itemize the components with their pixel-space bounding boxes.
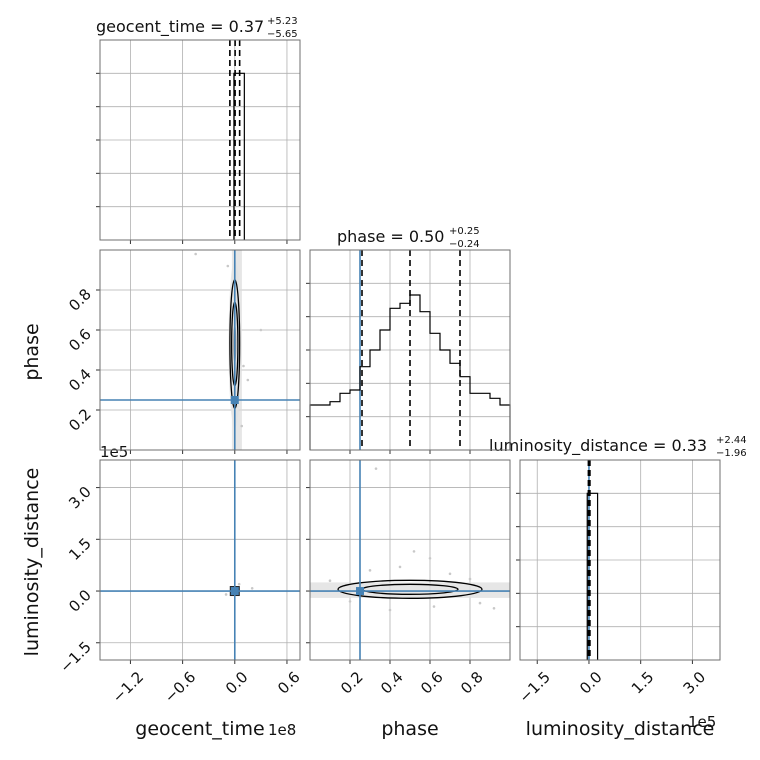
joint-gt-ld-truth-marker [230,587,239,596]
joint-gt-phase-scatter-0 [194,252,197,256]
title-luminosity-distance-minus: −1.96 [716,448,747,459]
title-phase-plus: +0.25 [449,226,480,237]
hist-ld-xticklabel-2: 1.5 [628,668,658,698]
ylabel-phase: phase [21,323,43,380]
joint-gt-ld-scatter-2 [237,582,241,586]
joint-phase-ld-scatter-2 [428,556,432,560]
title-phase-minus: −0.24 [449,239,480,250]
joint-phase-ld-frame [309,459,511,661]
joint-gt-phase-yticklabel-0: 0.2 [65,405,95,435]
joint-gt-phase-frame [99,249,301,451]
title-geocent-time: geocent_time = 0.37 [96,17,264,37]
offset-geocent-time-x: 1e8 [268,721,296,739]
joint-phase-ld-scatter-3 [368,569,372,572]
joint-phase-ld-truth-marker [356,587,364,596]
joint-gt-ld-scatter-1 [224,593,228,596]
joint-phase-ld-xticklabel-2: 0.6 [417,668,447,698]
joint-gt-phase-scatter-2 [246,378,250,382]
xlabel-geocent-time: geocent_time [135,718,264,740]
xlabel-luminosity-distance: luminosity_distance [526,718,715,740]
joint-phase-ld-xticklabel-3: 0.8 [457,668,487,698]
joint-phase-ld-xticklabel-0: 0.2 [337,668,367,698]
title-geocent-time-plus: +5.23 [267,16,298,27]
title-phase: phase = 0.50 [337,227,444,246]
joint-gt-phase-yticklabel-1: 0.4 [65,365,95,395]
joint-gt-ld-xticklabel-2: 0.0 [222,668,252,698]
joint-gt-phase-yticklabel-2: 0.6 [65,325,95,355]
joint-gt-ld-yticklabel-3: 3.0 [65,483,95,513]
joint-phase-ld-scatter-11 [328,579,332,582]
joint-phase-ld-scatter-7 [348,600,352,603]
joint-gt-phase-yticklabel-3: 0.8 [65,285,95,315]
joint-gt-ld-xticklabel-0: −1.2 [109,668,147,706]
joint-phase-ld-xticklabel-1: 0.4 [377,668,407,698]
hist-phase-histogram [309,294,511,450]
joint-phase-ld-scatter-9 [478,601,482,605]
joint-phase-ld-scatter-4 [398,565,402,569]
joint-gt-phase-scatter-4 [226,264,230,268]
ylabel-luminosity-distance: luminosity_distance [21,468,43,657]
joint-gt-ld-yticklabel-0: −1.5 [56,638,94,676]
title-luminosity-distance: luminosity_distance = 0.33 [489,436,707,456]
joint-phase-ld-scatter-12 [388,608,392,612]
joint-gt-phase-scatter-3 [259,328,263,332]
hist-ld-xticklabel-0: −1.5 [515,668,553,706]
joint-phase-ld-scatter-0 [374,467,378,470]
joint-phase-ld-scatter-6 [468,577,472,581]
joint-gt-phase-scatter-5 [240,424,244,428]
joint-phase-ld-scatter-5 [448,572,452,576]
joint-gt-phase-scatter-1 [242,364,245,368]
hist-ld-xticklabel-3: 3.0 [680,668,710,698]
offset-luminosity-distance-y: 1e5 [100,443,128,461]
xlabel-phase: phase [381,718,438,740]
hist-geocent-time-frame [99,39,301,241]
hist-ld-histogram [586,492,599,660]
joint-phase-ld-contour-outer [337,579,483,599]
joint-gt-ld-scatter-0 [250,586,254,590]
title-luminosity-distance-plus: +2.44 [716,435,747,446]
joint-phase-ld-scatter-1 [412,550,416,553]
offset-luminosity-distance-x: 1e5 [688,713,716,731]
joint-gt-ld-frame [99,459,301,661]
title-geocent-time-minus: −5.65 [267,29,298,40]
joint-phase-ld-scatter-10 [492,606,496,610]
joint-gt-ld-xticklabel-3: 0.6 [274,668,304,698]
hist-ld-xticklabel-1: 0.0 [576,668,606,698]
joint-gt-ld-yticklabel-2: 1.5 [65,534,95,564]
hist-ld-frame [519,459,721,661]
joint-gt-phase-truth-marker [230,396,239,404]
joint-phase-ld-scatter-8 [432,605,436,608]
joint-gt-ld-yticklabel-1: 0.0 [65,586,95,616]
hist-phase-frame [309,249,511,451]
joint-gt-ld-xticklabel-1: −0.6 [161,668,199,706]
